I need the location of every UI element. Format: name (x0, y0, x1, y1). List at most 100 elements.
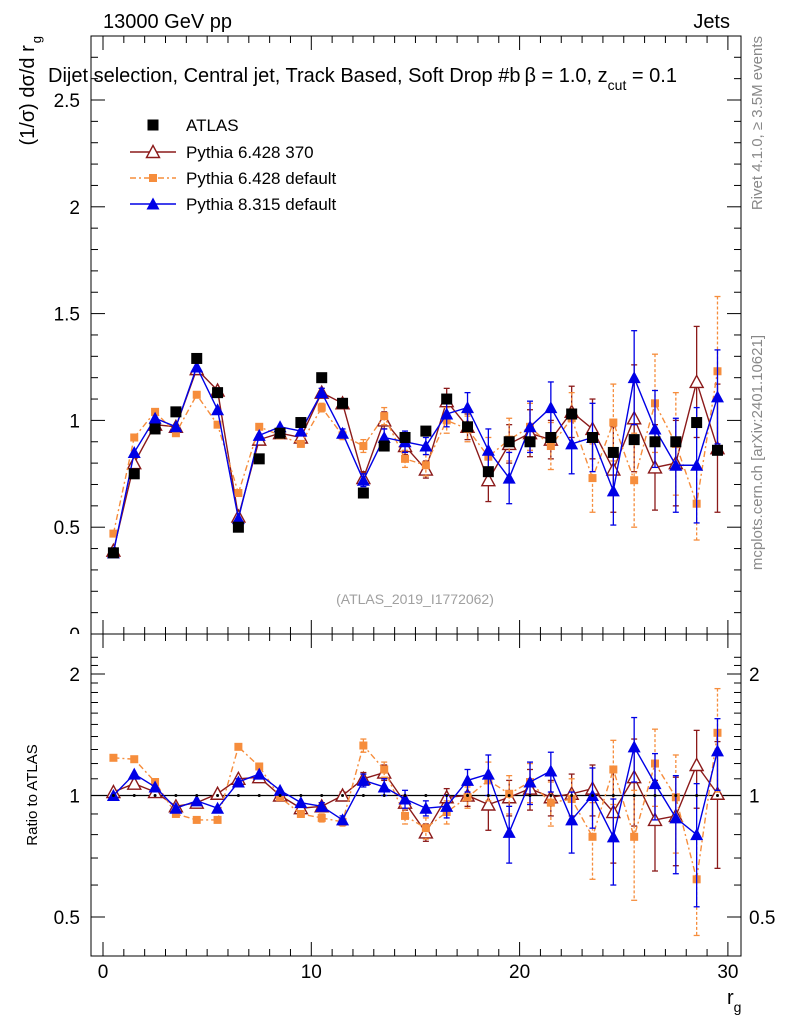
main-atlas-point (212, 387, 224, 399)
ratio-pythia-6-428-default-point (171, 809, 180, 818)
main-pythia-8-315-default-point (252, 428, 266, 441)
ratio-pythia-8-315-default-point (669, 811, 683, 824)
main-pythia-8-315-default-point (523, 420, 537, 433)
main-atlas-point (691, 417, 703, 429)
ratio-pythia-8-315-default-line (112, 744, 719, 839)
beta-text: β = 1.0, z (524, 65, 607, 87)
xlabel-text: r (727, 987, 734, 1009)
ratio-y-tick-label-right: 1 (749, 787, 760, 808)
ratio-pythia-6-428-default-point (255, 762, 264, 771)
main-pythia-6-428-370-point (480, 472, 497, 487)
ratio-atlas-point (715, 794, 719, 797)
ratio-atlas-point (257, 794, 261, 797)
ratio-pythia-6-428-370-point (126, 775, 142, 790)
ratio-pythia-8-315-default-point (419, 801, 433, 814)
ratio-pythia-6-428-default-point (588, 832, 597, 841)
main-pythia-6-428-default-point (401, 454, 410, 463)
category-label: Jets (693, 11, 730, 33)
main-pythia-6-428-default-point (109, 529, 118, 538)
ratio-pythia-8-315-default-point (565, 813, 579, 826)
ratio-pythia-6-428-default-point (130, 755, 139, 764)
main-pythia-6-428-default-point (317, 403, 326, 412)
main-pythia-6-428-default-point (296, 439, 305, 448)
main-pythia-6-428-default-point (130, 433, 139, 442)
main-atlas-point (378, 440, 390, 452)
main-pythia-6-428-default-point (255, 422, 264, 431)
main-pythia-8-315-default-point (690, 458, 704, 471)
ratio-pythia-8-315-default-point (252, 767, 266, 780)
ratio-pythia-8-315-default-point (377, 780, 391, 793)
ratio-pythia-6-428-default-point (505, 789, 514, 798)
main-atlas-point (295, 417, 307, 429)
main-pythia-8-315-default-point (606, 484, 620, 497)
main-atlas-point (711, 444, 723, 456)
main-pythia-8-315-default-point (148, 411, 162, 424)
main-pythia-8-315-default-point (502, 471, 516, 484)
main-atlas-point (149, 423, 161, 435)
main-atlas-point (274, 427, 286, 439)
main-pythia-8-315-default-point (481, 443, 495, 456)
main-pythia-6-428-default-point (359, 442, 368, 451)
main-pythia-8-315-default-point (377, 430, 391, 443)
ratio-atlas-point (299, 794, 303, 797)
y-tick-label: 1.5 (54, 305, 80, 326)
ratio-atlas-point (174, 794, 178, 797)
ratio-pythia-6-428-370-point (709, 785, 726, 800)
legend-label: ATLAS (186, 116, 239, 135)
ratio-pythia-8-315-default-point (523, 775, 537, 788)
main-pythia-6-428-default-point (630, 476, 639, 485)
ylabel-main-text: (1/σ) dσ/d r (17, 45, 39, 146)
main-atlas-point (587, 431, 599, 443)
ratio-pythia-6-428-370-point (209, 785, 226, 800)
main-pythia-6-428-default-line (112, 371, 719, 534)
main-pythia-6-428-default-point (546, 442, 555, 451)
analysis-label: (ATLAS_2019_I1772062) (336, 591, 494, 607)
ratio-pythia-6-428-default-point (630, 832, 639, 841)
ratio-pythia-8-315-default-point (481, 767, 495, 780)
y-tick-label: 1 (69, 411, 80, 432)
y-tick-label-zero: 0 (69, 625, 80, 646)
ratio-pythia-6-428-default-point (276, 793, 285, 802)
legend-marker (146, 197, 160, 210)
main-pythia-6-428-370-point (688, 373, 705, 389)
main-pythia-8-315-default-point (710, 390, 724, 403)
legend-label: Pythia 6.428 default (186, 169, 337, 188)
main-atlas-point (420, 425, 432, 437)
ratio-atlas-point (653, 794, 657, 797)
main-pythia-6-428-default-point (171, 429, 180, 438)
ratio-atlas-point (132, 794, 136, 797)
zcut-val: = 0.1 (626, 65, 677, 87)
ratio-pythia-6-428-default-point (463, 793, 472, 802)
main-atlas-point (170, 406, 182, 418)
ratio-atlas-point (361, 794, 365, 797)
main-pythia-8-315-default-point (211, 403, 225, 416)
main-atlas-point (441, 393, 453, 405)
main-atlas-point (128, 468, 140, 480)
x-tick-label: 20 (509, 962, 530, 983)
main-atlas-point (524, 436, 536, 448)
main-pythia-6-428-370-line (112, 367, 719, 551)
ratio-pythia-6-428-default-point (359, 741, 368, 750)
legend-label: Pythia 6.428 370 (186, 143, 314, 162)
ratio-y-tick-label: 0.5 (54, 908, 80, 929)
ratio-pythia-8-315-default-point (398, 792, 412, 805)
ratio-pythia-8-315-default-point (648, 777, 662, 790)
ylabel-main-sub: g (29, 36, 44, 43)
ratio-atlas-point (382, 794, 386, 797)
main-atlas-point (316, 372, 328, 384)
ratio-atlas-point (674, 794, 678, 797)
ratio-atlas-point (111, 794, 115, 797)
ratio-atlas-point (236, 794, 240, 797)
data-layer (105, 295, 726, 937)
ratio-atlas-point (611, 794, 615, 797)
ratio-pythia-8-315-default-point (148, 780, 162, 793)
main-atlas-point (357, 487, 369, 499)
main-atlas-point (191, 352, 203, 364)
ratio-pythia-6-428-default-point (401, 811, 410, 820)
ylabel-main: (1/σ) dσ/d r g (17, 36, 44, 146)
y-tick-label: 2.5 (54, 91, 80, 112)
main-atlas-point (482, 466, 494, 478)
ratio-pythia-8-315-default-point (544, 764, 558, 777)
main-atlas-point (232, 521, 244, 533)
